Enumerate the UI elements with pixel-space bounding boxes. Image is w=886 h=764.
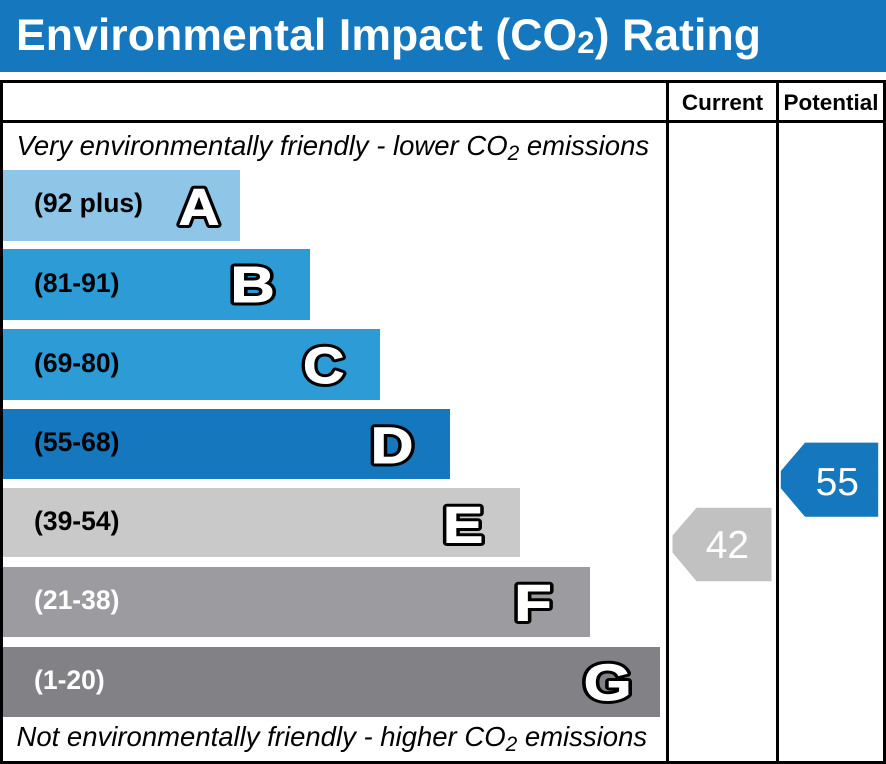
svg-text:E: E — [443, 496, 483, 554]
svg-text:F: F — [514, 574, 551, 631]
svg-text:B: B — [231, 256, 275, 313]
svg-text:D: D — [371, 417, 414, 474]
svg-text:D: D — [371, 417, 414, 474]
svg-text:C: C — [303, 338, 344, 395]
svg-text:55: 55 — [816, 461, 859, 504]
svg-text:G: G — [584, 654, 632, 711]
svg-text:G: G — [584, 654, 632, 711]
svg-text:A: A — [179, 179, 219, 236]
svg-text:F: F — [514, 574, 551, 631]
svg-text:E: E — [443, 496, 483, 554]
svg-text:A: A — [179, 179, 219, 236]
svg-text:42: 42 — [706, 524, 749, 567]
svg-text:C: C — [303, 338, 344, 395]
svg-text:B: B — [231, 256, 275, 313]
